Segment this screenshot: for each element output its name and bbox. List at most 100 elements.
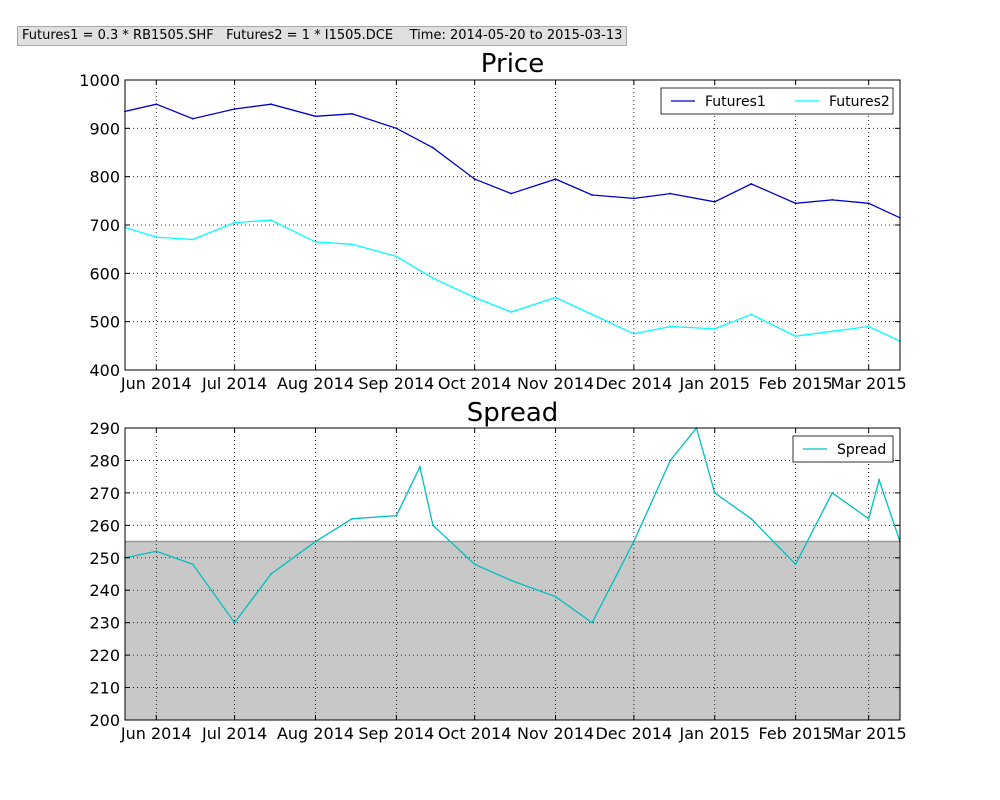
data-point (351, 243, 353, 246)
series-line-futures1 (124, 103, 901, 219)
x-tick-label: Oct 2014 (438, 724, 511, 743)
y-tick-label: 220 (89, 646, 120, 665)
data-point (669, 459, 672, 462)
price-legend: Futures1 Futures2 (660, 87, 894, 115)
data-point (191, 238, 194, 241)
data-point (632, 332, 635, 335)
price-axes-frame (124, 79, 901, 371)
data-point (713, 491, 716, 494)
data-point (395, 514, 398, 517)
x-tick-label: Dec 2014 (595, 724, 672, 743)
data-point (473, 296, 476, 299)
data-point (155, 550, 158, 553)
spread-band (125, 541, 900, 720)
y-tick-label: 600 (89, 264, 120, 283)
y-tick-label: 400 (89, 361, 120, 380)
data-point (395, 127, 398, 130)
y-tick-label: 700 (89, 216, 120, 235)
data-point (233, 621, 236, 624)
data-point (432, 524, 434, 527)
data-point (233, 221, 236, 224)
data-point (750, 313, 753, 316)
price-grid (125, 80, 900, 370)
data-point (351, 517, 353, 520)
spread-x-ticks: Jun 2014 Jul 2014 Aug 2014 Sep 2014 Oct 2014… (120, 428, 907, 743)
data-point (432, 277, 434, 280)
data-point (713, 200, 716, 203)
data-point (314, 115, 317, 118)
data-point (750, 517, 753, 520)
data-point (669, 192, 672, 195)
x-tick-label: Jul 2014 (201, 374, 267, 393)
legend-label: Futures2 (829, 94, 890, 110)
data-point (591, 621, 593, 624)
data-point (713, 328, 716, 330)
data-point (314, 540, 317, 543)
data-point (632, 540, 635, 543)
y-tick-label: 260 (89, 516, 120, 535)
price-panel: Price 400 500 600 700 800 900 1000 Jun 2014 Jul… (79, 49, 906, 393)
data-point (473, 178, 476, 180)
data-point (794, 335, 797, 338)
data-point (510, 311, 513, 313)
x-tick-label: Mar 2015 (831, 374, 907, 393)
y-tick-label: 500 (89, 313, 120, 332)
x-tick-label: Aug 2014 (277, 374, 354, 393)
y-tick-label: 230 (89, 614, 120, 633)
x-tick-label: Sep 2014 (358, 374, 434, 393)
data-point (831, 198, 834, 201)
x-tick-label: Dec 2014 (595, 374, 672, 393)
data-point (554, 595, 557, 598)
data-point (233, 108, 236, 110)
x-tick-label: Jul 2014 (201, 724, 267, 743)
data-point (432, 146, 434, 149)
spread-axes-frame (124, 427, 901, 721)
x-tick-label: Mar 2015 (831, 724, 907, 743)
chart-header-label: Futures1 = 0.3 * RB1505.SHF Futures2 = 1… (17, 26, 628, 46)
x-tick-label: Jun 2014 (120, 724, 192, 743)
data-point (632, 197, 635, 200)
price-x-ticks: Jun 2014 Jul 2014 Aug 2014 Sep 2014 Oct 2014… (120, 80, 907, 393)
y-tick-label: 270 (89, 484, 120, 503)
data-point (418, 466, 421, 468)
data-point (867, 517, 870, 520)
data-point (669, 325, 672, 328)
data-point (270, 573, 273, 575)
series-line-spread (124, 426, 901, 624)
data-point (510, 579, 513, 582)
data-point (270, 219, 273, 222)
data-point (831, 491, 834, 494)
x-tick-label: Feb 2015 (759, 374, 833, 393)
spread-title: Spread (467, 398, 559, 428)
y-tick-label: 210 (89, 679, 120, 698)
y-tick-label: 280 (89, 451, 120, 470)
price-y-ticks: 400 500 600 700 800 900 1000 (79, 71, 900, 380)
data-point (191, 117, 194, 120)
y-tick-label: 250 (89, 549, 120, 568)
data-point (878, 479, 881, 481)
data-point (867, 325, 870, 328)
y-tick-label: 290 (89, 419, 120, 438)
spread-legend: Spread (792, 435, 894, 463)
legend-box (660, 87, 894, 115)
x-tick-label: Oct 2014 (438, 374, 511, 393)
data-point (395, 255, 398, 258)
x-tick-label: Aug 2014 (277, 724, 354, 743)
data-point (794, 563, 797, 566)
data-point (867, 202, 870, 205)
legend-label: Spread (837, 442, 886, 458)
y-tick-label: 800 (89, 168, 120, 187)
y-tick-label: 1000 (79, 71, 120, 90)
spread-y-ticks: 200 210 220 230 240 250 260 270 280 290 (89, 419, 900, 730)
x-tick-label: Nov 2014 (517, 724, 594, 743)
y-tick-label: 900 (89, 119, 120, 138)
spread-panel: Spread 200 210 220 230 240 250 260 270 280 290 Ju… (89, 398, 906, 743)
series-line-futures2 (124, 219, 901, 342)
data-point (554, 178, 557, 180)
price-lines (124, 103, 901, 342)
data-point (591, 194, 593, 196)
data-point (191, 563, 194, 566)
y-tick-label: 200 (89, 711, 120, 730)
x-tick-label: Feb 2015 (759, 724, 833, 743)
